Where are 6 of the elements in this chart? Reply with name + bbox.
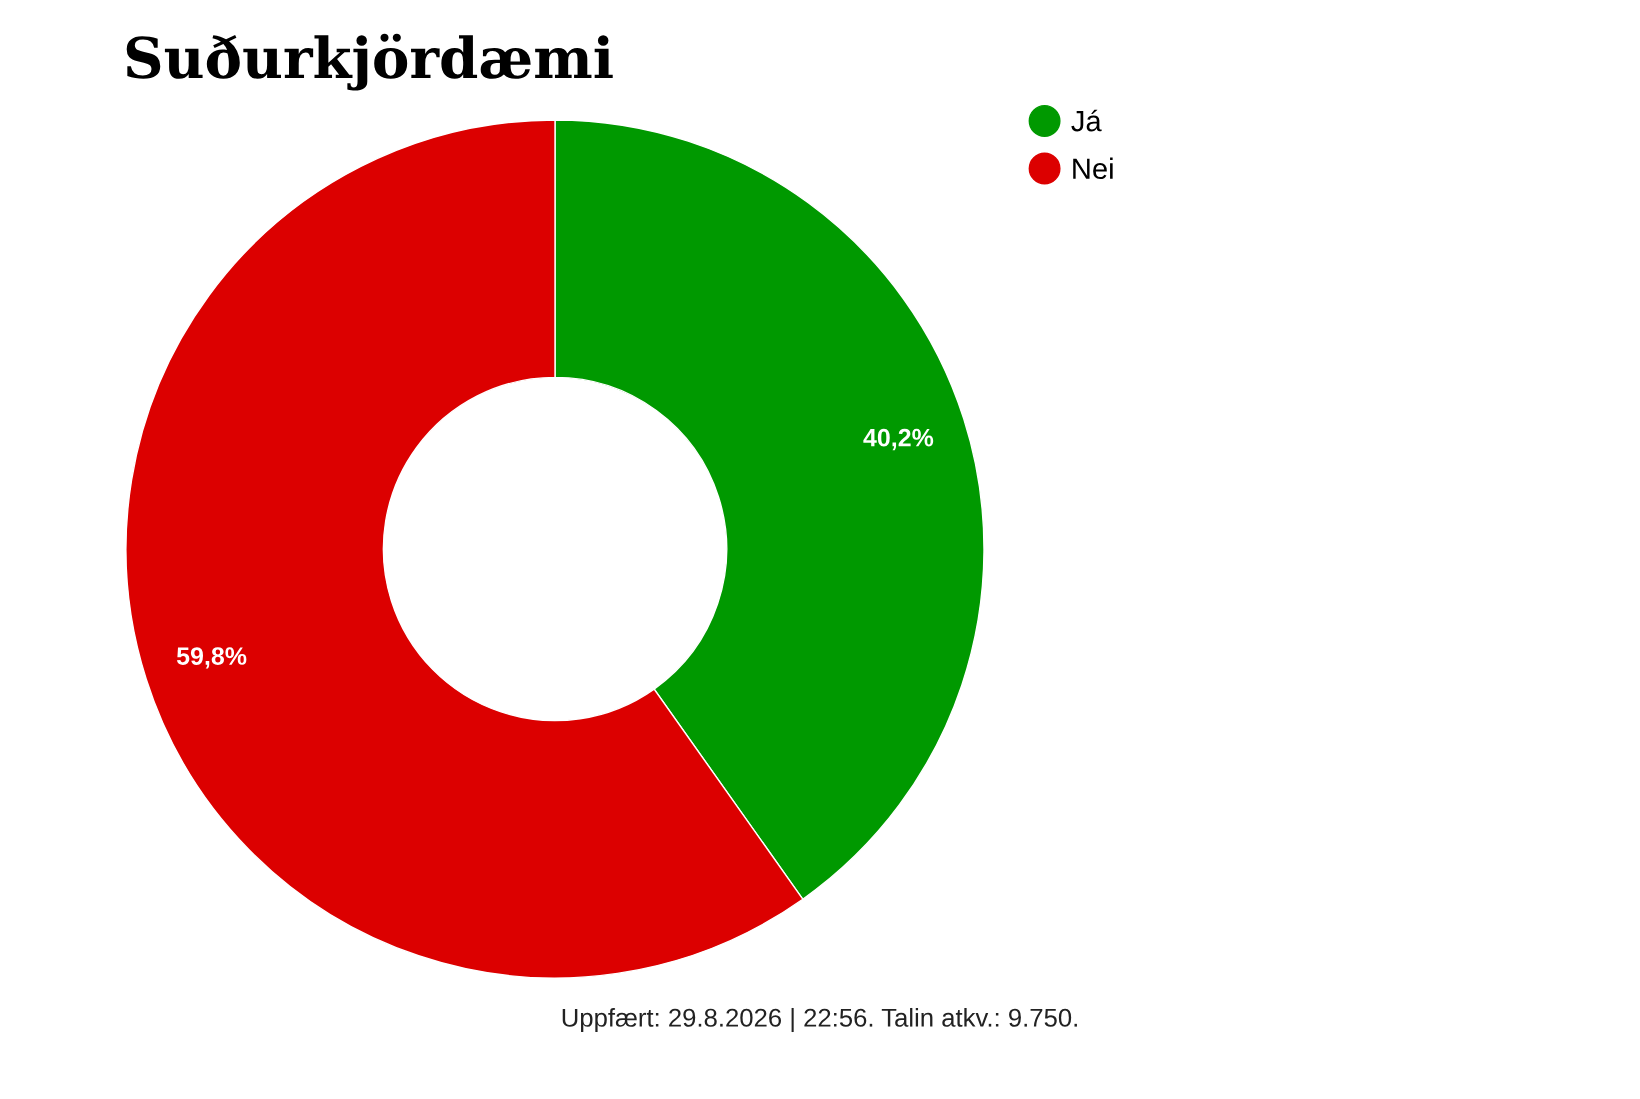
chart-title: Suðurkjördæmi (126, 33, 613, 91)
legend-label: Nei (1073, 157, 1113, 180)
data-label: 40,2% (863, 428, 934, 451)
text: Uppfært: 29.8.2026 | 22:56. Talin atkv.: 9.750. (562, 1007, 1077, 1033)
legend-label: Já (1071, 109, 1102, 132)
data-label: 59,8% (176, 647, 247, 669)
